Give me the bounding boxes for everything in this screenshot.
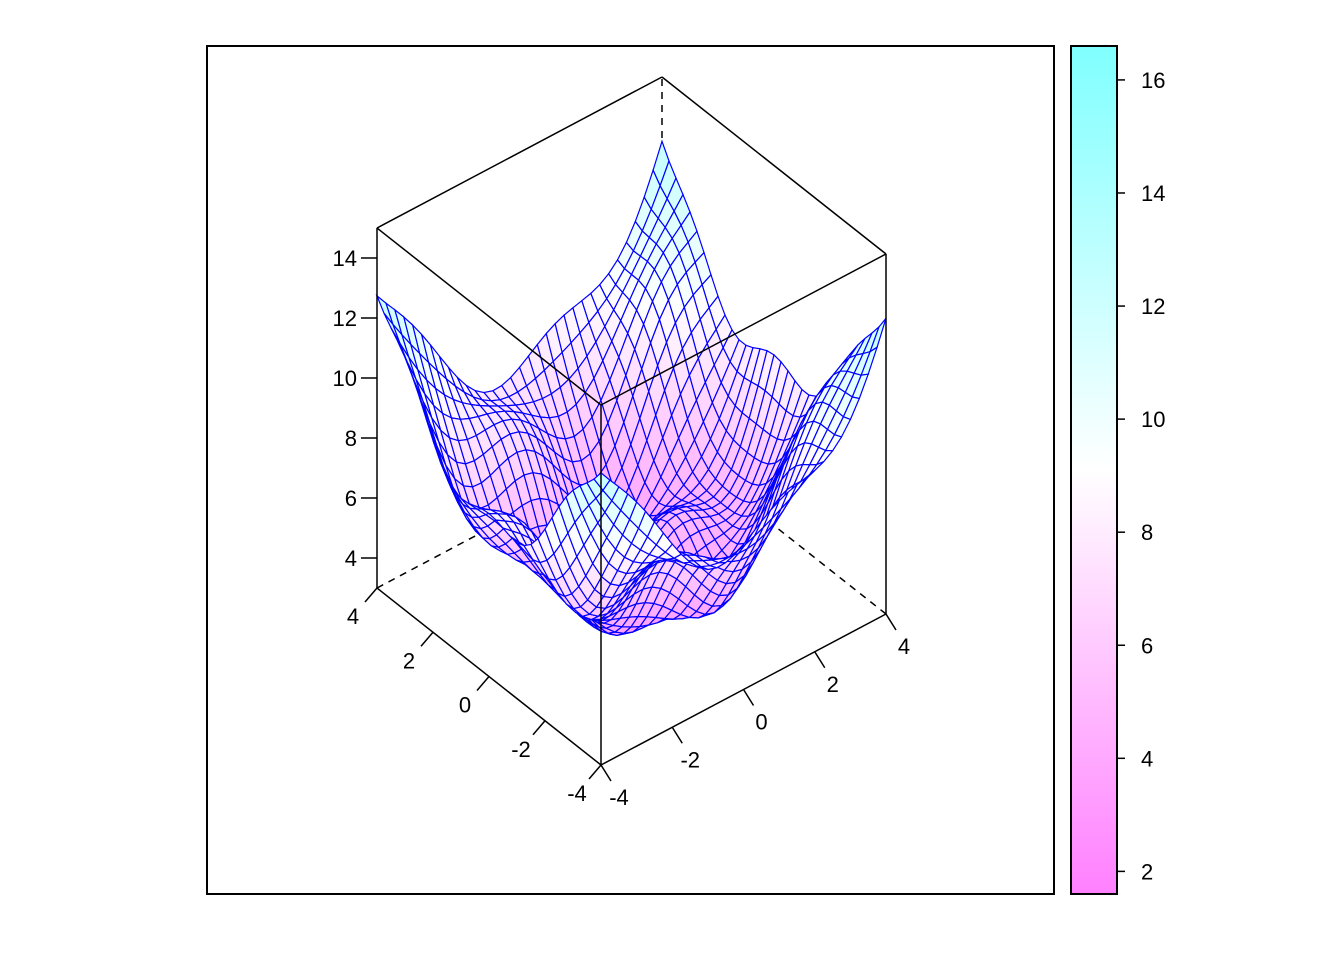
surface-facet: [593, 472, 611, 492]
x-tick-mark: [885, 613, 897, 631]
x-tick-label: -4: [609, 785, 629, 810]
y-tick-label: -4: [567, 781, 587, 806]
plot-frame: [206, 45, 1055, 895]
colorbar-tick-label: 14: [1141, 181, 1165, 206]
z-tick-label: 8: [345, 426, 357, 451]
y-tick-mark: [476, 676, 490, 691]
colorbar-ticks: 2 4 6 8 10 12 14 16: [1117, 68, 1165, 884]
colorbar-tick-label: 12: [1141, 294, 1165, 319]
x-tick-mark: [600, 764, 612, 782]
x-tick-mark: [671, 726, 683, 744]
z-tick-label: 6: [345, 486, 357, 511]
z-tick-label: 14: [333, 246, 357, 271]
y-tick-mark: [420, 631, 434, 647]
box-edge-top-back-left: [376, 76, 663, 229]
box-edge-top-front-right: [600, 253, 887, 406]
z-tick-label: 10: [333, 366, 357, 391]
colorbar-tick-label: 6: [1141, 633, 1153, 658]
colorbar: [1070, 45, 1118, 895]
colorbar-tick-label: 2: [1141, 859, 1153, 884]
box-edge-top-back-right: [661, 76, 887, 255]
axes: 4 6 8 10 12 14 -4 -2 0 2 4 -4 -2 0 2 4: [333, 246, 911, 810]
colorbar-tick-label: 16: [1141, 68, 1165, 93]
y-tick-label: 0: [459, 693, 471, 718]
box-edge-top-front-left: [376, 227, 602, 406]
x-tick-label: -2: [680, 747, 700, 772]
x-tick-label: 4: [898, 634, 910, 659]
y-tick-label: 4: [347, 604, 359, 629]
y-tick-mark: [588, 764, 602, 780]
colorbar-tick-label: 10: [1141, 407, 1165, 432]
y-tick-label: -2: [511, 737, 531, 762]
z-tick-label: 4: [345, 546, 357, 571]
x-tick-mark: [742, 689, 755, 706]
z-tick-label: 12: [333, 306, 357, 331]
colorbar-tick-label: 8: [1141, 520, 1153, 545]
y-tick-label: 2: [403, 648, 415, 673]
x-tick-label: 0: [755, 710, 767, 735]
y-tick-mark: [364, 587, 378, 603]
x-tick-label: 2: [827, 672, 839, 697]
y-tick-mark: [532, 720, 546, 736]
colorbar-tick-label: 4: [1141, 746, 1153, 771]
x-tick-mark: [814, 651, 826, 669]
